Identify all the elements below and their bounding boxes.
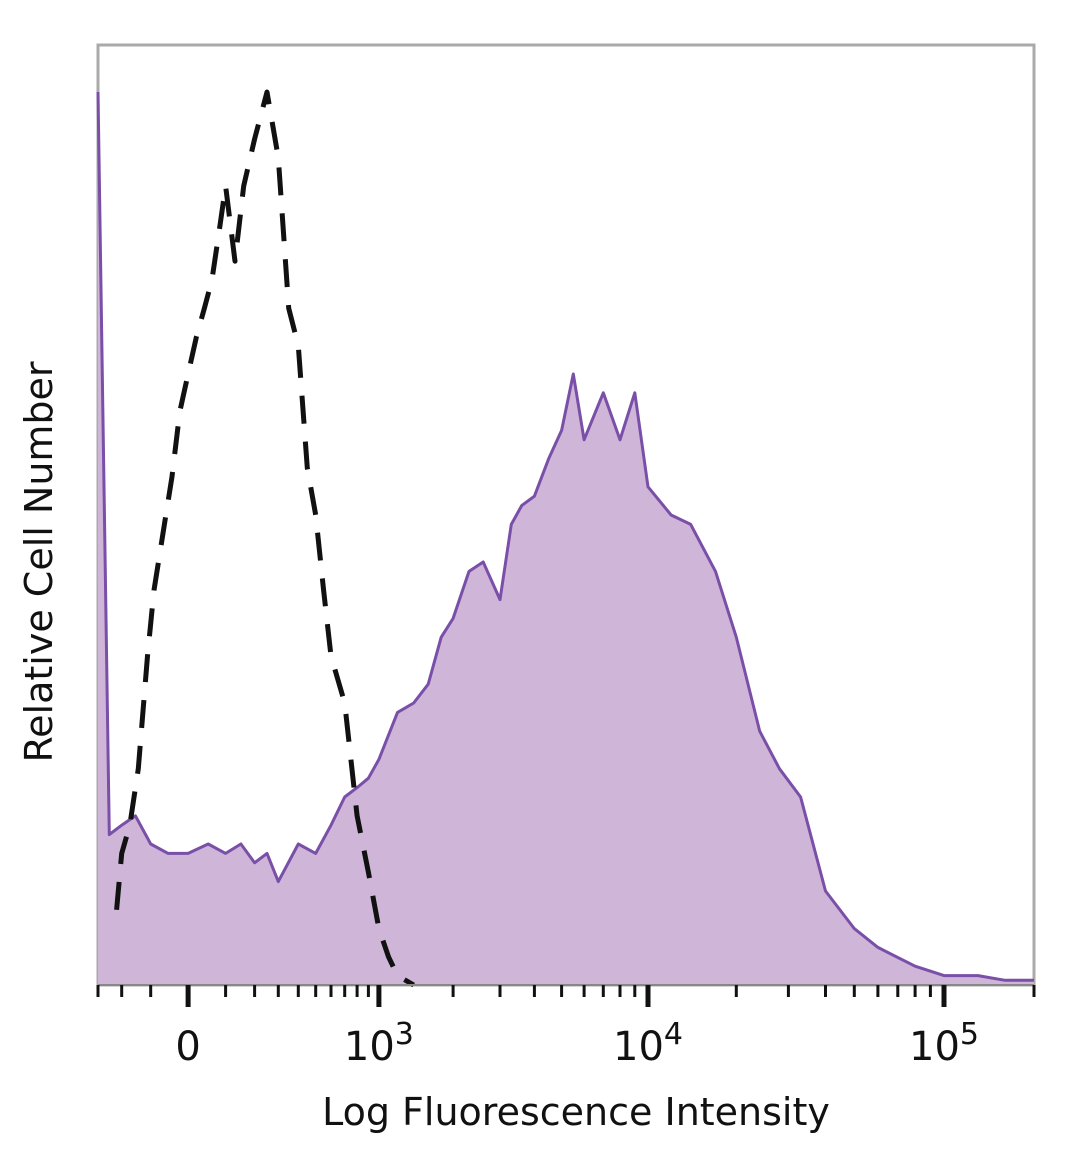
x-axis-ticks [96, 985, 1036, 1007]
control-histogram-dashed-line [114, 89, 415, 988]
x-tick-label: 104 [613, 1017, 683, 1070]
series-layer [96, 89, 1034, 988]
x-axis-tick-labels: 0 103 104 105 [175, 1017, 979, 1070]
x-tick-label: 103 [344, 1017, 414, 1070]
x-tick-label: 0 [175, 1024, 200, 1070]
stained-histogram-fill [98, 92, 1034, 985]
stained-histogram-line [96, 91, 1034, 982]
x-tick-label: 105 [909, 1017, 979, 1070]
y-axis-title: Relative Cell Number [17, 361, 61, 762]
x-axis-title: Log Fluorescence Intensity [322, 1090, 830, 1134]
